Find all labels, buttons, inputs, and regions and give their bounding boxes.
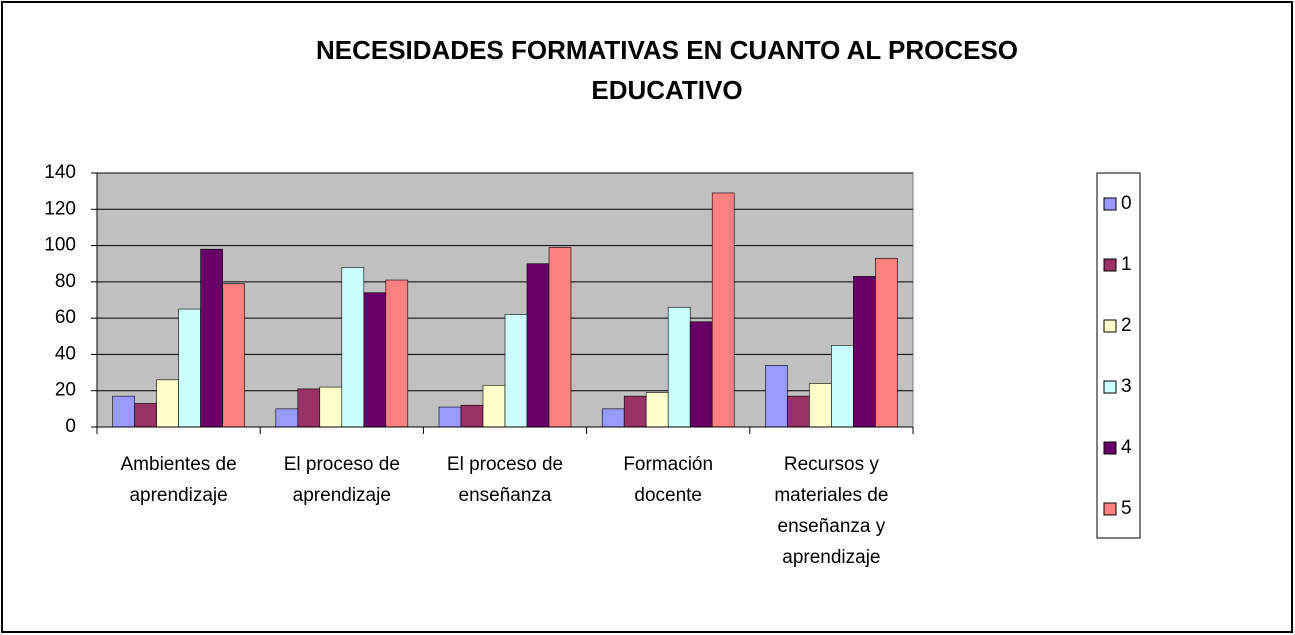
bar [831, 345, 854, 428]
bar [853, 276, 876, 428]
bar [667, 306, 691, 428]
bar [504, 314, 528, 428]
y-tick-label: 120 [44, 198, 76, 219]
legend-box [1096, 172, 1141, 539]
bar [809, 383, 832, 428]
legend-swatch [1103, 319, 1117, 333]
bar [200, 248, 223, 428]
bar [319, 386, 343, 428]
legend-label: 2 [1121, 315, 1132, 336]
bar [765, 365, 788, 428]
y-tick-label: 40 [55, 343, 76, 364]
bar [601, 408, 625, 428]
x-tick-label: Formación docente [623, 454, 714, 506]
legend-label: 3 [1121, 376, 1132, 397]
x-tick-label: Ambientes de aprendizaje [120, 454, 237, 506]
y-tick-label: 20 [55, 380, 76, 401]
chart-title: EDUCATIVO [591, 75, 742, 105]
y-tick-label: 100 [44, 235, 76, 256]
bar [156, 379, 179, 428]
bar [275, 408, 299, 428]
bar [112, 395, 135, 428]
legend-label: 5 [1121, 498, 1132, 519]
bar [711, 192, 735, 428]
legend-swatch [1103, 380, 1117, 394]
bar [482, 384, 506, 428]
bar [787, 395, 810, 428]
bar [460, 404, 484, 428]
bar [645, 392, 669, 428]
bar [689, 321, 713, 428]
bar [134, 403, 157, 428]
bar [222, 283, 245, 428]
legend-swatch [1103, 258, 1117, 272]
bar [526, 263, 550, 428]
x-tick-label: Recursos y materiales de enseñanza y apr… [774, 454, 889, 568]
y-tick-label: 140 [44, 162, 76, 183]
y-tick-label: 80 [55, 271, 76, 292]
legend-label: 0 [1121, 193, 1132, 214]
legend-label: 4 [1121, 437, 1132, 458]
y-tick-label: 0 [65, 416, 76, 437]
legend-label: 1 [1121, 254, 1132, 275]
legend-swatch [1103, 197, 1117, 211]
bar [548, 247, 572, 428]
chart-title: NECESIDADES FORMATIVAS EN CUANTO AL PROC… [316, 35, 1018, 65]
bar [438, 406, 462, 428]
x-tick-label: El proceso de aprendizaje [283, 454, 400, 506]
legend-swatch [1103, 441, 1117, 455]
legend-swatch [1103, 502, 1117, 516]
y-tick-label: 60 [55, 307, 76, 328]
bar [341, 267, 365, 428]
bar [875, 257, 898, 428]
bar [178, 308, 201, 428]
bar [297, 388, 321, 428]
bar [363, 292, 387, 428]
bar [623, 395, 647, 428]
x-tick-label: El proceso de enseñanza [446, 454, 564, 506]
bar [385, 279, 409, 428]
